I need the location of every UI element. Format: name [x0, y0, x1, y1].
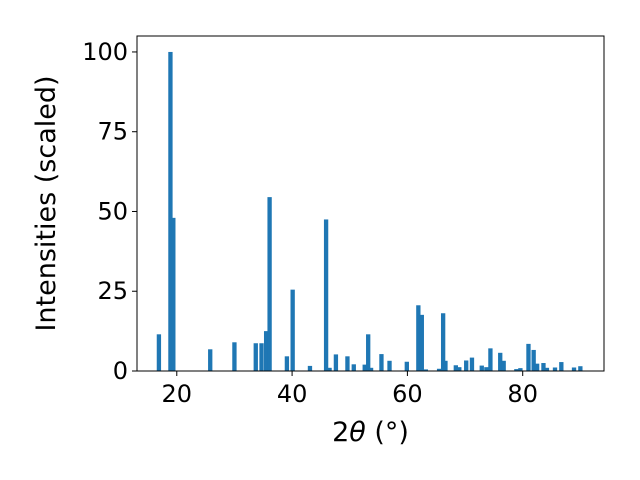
bar	[171, 217, 176, 371]
bar	[387, 360, 392, 371]
bar	[578, 366, 583, 371]
bar	[156, 334, 162, 371]
bar	[419, 314, 424, 371]
bar	[362, 364, 367, 371]
bar	[514, 369, 519, 371]
bar	[168, 51, 173, 371]
bar	[323, 219, 329, 371]
bar	[404, 361, 409, 371]
bar	[327, 367, 332, 371]
bar	[552, 367, 558, 371]
bar	[253, 343, 258, 371]
x-axis-label-suffix: (°)	[366, 417, 409, 448]
x-axis-label-prefix: 2	[332, 417, 349, 448]
bar	[518, 368, 523, 371]
y-axis-label: Intensities (scaled)	[31, 75, 62, 331]
bar	[416, 305, 421, 371]
y-tick-label: 0	[113, 357, 128, 385]
bar	[436, 368, 442, 371]
bar	[453, 365, 458, 371]
y-axis-ticks: 0 25 50 75 100	[82, 38, 137, 385]
x-axis-label-symbol: θ	[349, 417, 366, 448]
bar	[307, 365, 313, 371]
bar	[559, 362, 564, 371]
bar	[351, 364, 356, 371]
bar	[440, 313, 446, 371]
bar	[284, 356, 290, 371]
bar	[368, 367, 374, 371]
bar	[263, 331, 269, 371]
bar	[232, 342, 237, 371]
y-tick-label: 100	[82, 38, 128, 66]
bar	[379, 354, 384, 371]
bar	[571, 367, 577, 371]
y-tick-label: 75	[97, 118, 128, 146]
x-tick-label: 20	[162, 380, 193, 408]
x-tick-label: 80	[507, 380, 538, 408]
x-axis-ticks: 20 40 60 80	[162, 371, 538, 408]
x-tick-label: 40	[277, 380, 308, 408]
bar	[469, 357, 475, 371]
bar	[534, 363, 540, 371]
bar	[488, 348, 493, 371]
bar	[345, 356, 350, 371]
plot-frame	[136, 35, 605, 372]
bar	[267, 197, 272, 371]
bar	[208, 349, 213, 371]
x-axis-label: 2θ (°)	[332, 417, 409, 448]
y-tick-label: 50	[97, 197, 128, 225]
bar	[544, 367, 550, 371]
y-tick-label: 25	[97, 277, 128, 305]
bar	[501, 360, 506, 371]
bar	[366, 334, 371, 371]
bar	[541, 363, 546, 371]
bar	[484, 367, 489, 371]
bar	[290, 289, 295, 371]
bar	[333, 354, 339, 371]
bars-group	[156, 51, 583, 371]
bar	[457, 367, 462, 371]
bar	[479, 365, 484, 371]
bar	[531, 349, 536, 371]
bar	[526, 343, 531, 371]
bar	[259, 343, 264, 371]
bar	[464, 360, 469, 371]
bar	[443, 360, 448, 371]
bar	[423, 369, 429, 371]
bar	[498, 352, 503, 371]
x-tick-label: 60	[392, 380, 423, 408]
